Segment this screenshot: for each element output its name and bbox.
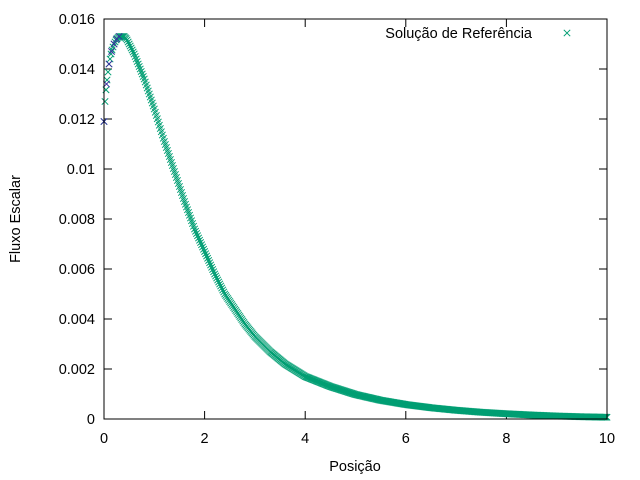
data-points xyxy=(100,32,611,421)
data-point xyxy=(205,256,213,265)
x-tick-label: 0 xyxy=(100,431,108,447)
overlay-data-point xyxy=(115,32,123,41)
data-point xyxy=(200,245,208,253)
x-tick-label: 8 xyxy=(502,431,510,447)
data-point xyxy=(194,232,202,240)
data-point xyxy=(204,254,212,262)
data-point xyxy=(206,259,214,267)
data-point xyxy=(192,229,201,238)
legend: Solução de Referência xyxy=(385,26,571,42)
y-tick-label: 0.008 xyxy=(59,212,95,228)
data-point xyxy=(207,261,215,269)
x-tick-label: 6 xyxy=(402,431,410,447)
data-point xyxy=(213,274,221,282)
data-point xyxy=(210,268,218,276)
y-axis-label: Fluxo Escalar xyxy=(8,175,24,263)
x-tick-label: 2 xyxy=(201,431,209,447)
data-point xyxy=(220,288,228,296)
data-point xyxy=(125,40,133,48)
data-point xyxy=(126,42,134,50)
x-axis-label: Posição xyxy=(329,459,381,475)
data-point xyxy=(216,280,224,288)
data-point xyxy=(214,276,222,284)
y-tick-label: 0.012 xyxy=(59,112,95,128)
data-point xyxy=(137,67,145,76)
data-point xyxy=(136,65,144,73)
x-tick-labels: 0 2 4 6 8 10 xyxy=(100,431,615,447)
overlay-data-point xyxy=(110,40,118,48)
data-point xyxy=(218,284,226,292)
data-point xyxy=(190,225,199,233)
data-point xyxy=(208,263,216,271)
data-point xyxy=(130,50,138,58)
data-point xyxy=(211,270,219,278)
y-tick-labels: 0 0.002 0.004 0.006 0.008 0.01 0.012 0.014 0.016 xyxy=(59,12,95,428)
overlay-data-point xyxy=(105,60,113,68)
data-point xyxy=(198,241,206,249)
y-tick-label: 0.002 xyxy=(59,362,95,378)
data-point xyxy=(195,234,203,242)
y-tick-label: 0.014 xyxy=(59,62,95,78)
data-point xyxy=(129,48,137,56)
data-point xyxy=(138,70,146,78)
data-point xyxy=(123,36,131,44)
data-point xyxy=(131,52,139,61)
data-point xyxy=(203,252,211,260)
x-tick-label: 10 xyxy=(599,431,615,447)
data-point xyxy=(202,250,210,258)
data-point xyxy=(196,236,204,244)
data-point xyxy=(117,32,125,41)
data-point xyxy=(217,282,225,290)
legend-marker xyxy=(563,29,571,37)
data-point xyxy=(201,247,209,256)
y-tick-label: 0 xyxy=(87,412,95,428)
data-point xyxy=(199,243,207,251)
data-point xyxy=(135,62,143,71)
x-tick-label: 4 xyxy=(301,431,309,447)
data-point xyxy=(219,286,227,294)
y-tick-label: 0.016 xyxy=(59,12,95,28)
data-point xyxy=(134,60,142,68)
data-point xyxy=(133,57,141,66)
tick-marks xyxy=(103,18,608,420)
data-point xyxy=(215,278,223,286)
legend-marker-symbol xyxy=(563,29,571,37)
data-point xyxy=(132,55,140,63)
plot-frame xyxy=(103,18,608,420)
y-tick-label: 0.01 xyxy=(67,162,95,178)
data-point xyxy=(197,238,205,247)
overlay-data-point xyxy=(107,47,116,56)
data-point xyxy=(209,265,217,274)
legend-label: Solução de Referência xyxy=(385,26,533,42)
data-point xyxy=(101,97,109,106)
data-point xyxy=(127,44,135,52)
data-point xyxy=(212,272,220,280)
data-point xyxy=(139,72,147,81)
data-point xyxy=(104,68,112,76)
data-point xyxy=(128,46,136,54)
data-point xyxy=(107,50,115,58)
y-tick-label: 0.006 xyxy=(59,262,95,278)
data-point xyxy=(124,38,132,46)
y-tick-label: 0.004 xyxy=(59,312,95,328)
data-point xyxy=(191,227,200,235)
